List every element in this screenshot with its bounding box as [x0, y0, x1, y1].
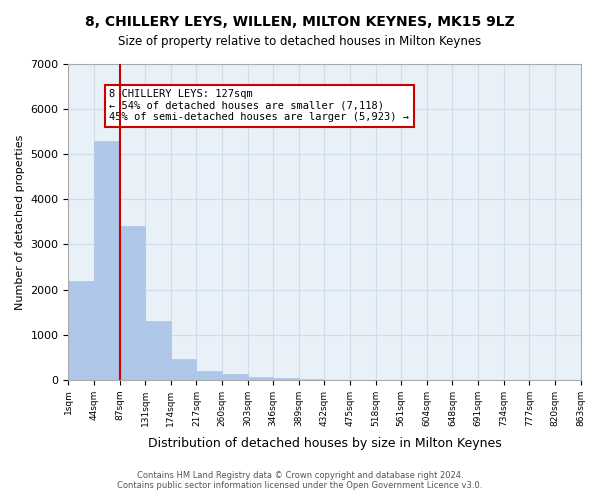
Text: Size of property relative to detached houses in Milton Keynes: Size of property relative to detached ho…	[118, 35, 482, 48]
Text: Contains HM Land Registry data © Crown copyright and database right 2024.
Contai: Contains HM Land Registry data © Crown c…	[118, 470, 482, 490]
Bar	[145, 321, 171, 380]
Bar	[222, 374, 248, 380]
Bar	[171, 360, 196, 380]
X-axis label: Distribution of detached houses by size in Milton Keynes: Distribution of detached houses by size …	[148, 437, 502, 450]
Bar	[196, 371, 222, 380]
Text: 8 CHILLERY LEYS: 127sqm
← 54% of detached houses are smaller (7,118)
45% of semi: 8 CHILLERY LEYS: 127sqm ← 54% of detache…	[109, 90, 409, 122]
Text: 8, CHILLERY LEYS, WILLEN, MILTON KEYNES, MK15 9LZ: 8, CHILLERY LEYS, WILLEN, MILTON KEYNES,…	[85, 15, 515, 29]
Bar	[248, 377, 273, 380]
Bar	[119, 226, 145, 380]
Bar	[68, 280, 94, 380]
Bar	[273, 378, 299, 380]
Bar	[94, 140, 119, 380]
Y-axis label: Number of detached properties: Number of detached properties	[15, 134, 25, 310]
